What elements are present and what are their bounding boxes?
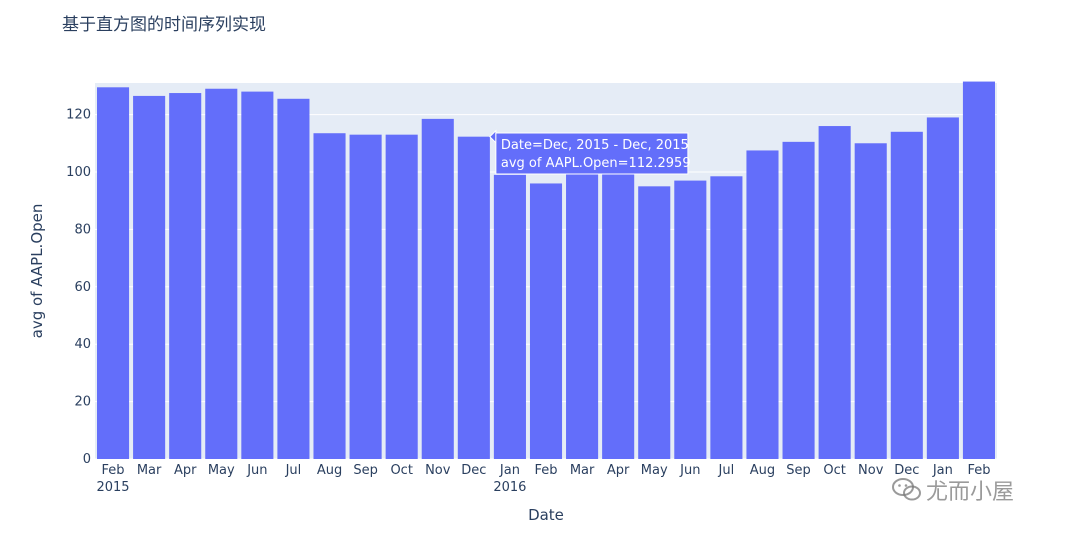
y-tick-label: 0 xyxy=(83,452,91,467)
bar[interactable] xyxy=(602,157,635,459)
x-tick-label: Dec xyxy=(894,463,919,478)
bar[interactable] xyxy=(133,95,166,460)
x-tick-label: Feb xyxy=(967,463,990,478)
tooltip-box xyxy=(495,132,689,175)
x-tick-label: Jul xyxy=(285,463,302,478)
hover-tooltip: Date=Dec, 2015 - Dec, 2015 avg of AAPL.Op… xyxy=(489,129,691,175)
y-tick-label: 40 xyxy=(74,337,91,352)
y-axis: 0 20 40 60 80 100 120 xyxy=(66,108,91,467)
bar[interactable] xyxy=(421,118,454,459)
x-tick-label: Mar xyxy=(137,463,162,478)
x-year-label: 2015 xyxy=(96,480,129,495)
bar[interactable] xyxy=(241,91,274,459)
x-tick-label: Sep xyxy=(353,463,378,478)
y-tick-label: 100 xyxy=(66,165,91,180)
bar[interactable] xyxy=(385,134,418,459)
bar[interactable] xyxy=(638,186,671,459)
chart-title: 基于直方图的时间序列实现 xyxy=(62,15,266,35)
wechat-icon xyxy=(892,478,921,501)
y-tick-label: 80 xyxy=(74,222,91,237)
bar[interactable] xyxy=(782,141,815,459)
bar[interactable] xyxy=(205,88,238,460)
x-tick-label: Jan xyxy=(499,463,520,478)
x-year-label: 2016 xyxy=(493,480,526,495)
x-tick-label: Dec xyxy=(461,463,486,478)
bar[interactable] xyxy=(493,174,526,459)
x-tick-label: Mar xyxy=(570,463,595,478)
bar[interactable] xyxy=(277,98,310,460)
x-tick-label: Aug xyxy=(317,463,342,478)
bar[interactable] xyxy=(962,81,995,460)
watermark-text: 尤而小屋 xyxy=(926,480,1015,505)
x-tick-label: Feb xyxy=(102,463,125,478)
x-tick-label: Apr xyxy=(607,463,630,478)
bar[interactable] xyxy=(529,183,563,459)
bars xyxy=(97,81,995,460)
bar[interactable] xyxy=(854,143,887,459)
bar[interactable] xyxy=(169,93,202,459)
bar[interactable] xyxy=(566,160,599,459)
x-tick-label: Jul xyxy=(718,463,735,478)
x-tick-label: Nov xyxy=(425,463,451,478)
x-tick-label: Nov xyxy=(858,463,884,478)
bar[interactable] xyxy=(457,136,490,459)
tooltip-line-date: Date=Dec, 2015 - Dec, 2015 xyxy=(501,138,689,153)
x-tick-label: Aug xyxy=(750,463,775,478)
x-tick-label: Jan xyxy=(932,463,953,478)
y-tick-label: 20 xyxy=(74,395,91,410)
bar[interactable] xyxy=(313,133,346,459)
y-axis-title: avg of AAPL.Open xyxy=(28,204,46,339)
bar[interactable] xyxy=(926,117,959,459)
x-tick-label: Oct xyxy=(823,463,845,478)
x-tick-label: Feb xyxy=(534,463,557,478)
y-tick-label: 60 xyxy=(74,280,91,295)
x-tick-label: Apr xyxy=(174,463,197,478)
watermark: 尤而小屋 xyxy=(892,474,1014,506)
x-tick-label: May xyxy=(641,463,668,478)
tooltip-line-value: avg of AAPL.Open=112.2959 xyxy=(501,156,691,171)
bar[interactable] xyxy=(746,150,779,459)
x-axis-title: Date xyxy=(528,506,564,524)
x-tick-label: May xyxy=(208,463,235,478)
bar[interactable] xyxy=(818,126,851,459)
bar[interactable] xyxy=(710,176,743,459)
bar[interactable] xyxy=(97,87,130,459)
y-tick-label: 120 xyxy=(66,108,91,123)
x-tick-label: Jun xyxy=(246,463,267,478)
x-tick-label: Sep xyxy=(786,463,811,478)
bar[interactable] xyxy=(349,134,382,459)
x-tick-label: Jun xyxy=(679,463,700,478)
x-tick-label: Oct xyxy=(390,463,412,478)
x-axis: Feb Mar Apr May Jun Jul Aug Sep Oct Nov Dec Jan Feb M… xyxy=(96,463,990,495)
bar[interactable] xyxy=(674,180,707,460)
bar[interactable] xyxy=(890,131,923,460)
